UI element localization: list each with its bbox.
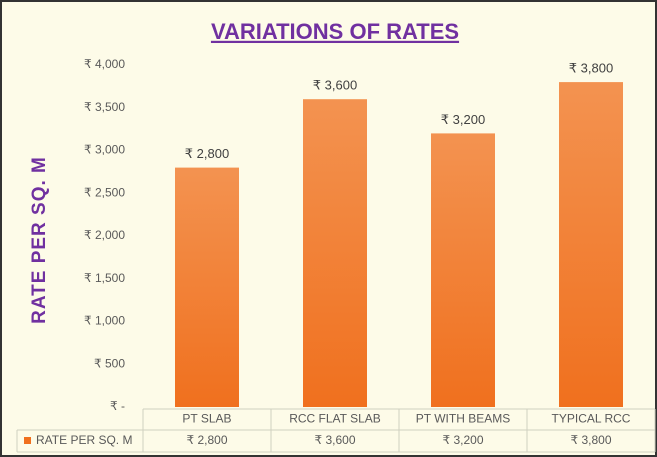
- table-value: ₹ 3,600: [315, 433, 356, 447]
- data-label: ₹ 3,600: [313, 78, 357, 93]
- bar: [431, 133, 495, 407]
- y-tick-label: ₹ 3,000: [84, 143, 125, 157]
- y-tick-label: ₹ 4,000: [84, 57, 125, 71]
- table-value: ₹ 2,800: [187, 433, 228, 447]
- x-tick-label: PT WITH BEAMS: [416, 412, 510, 426]
- y-tick-label: ₹ 500: [94, 356, 125, 370]
- x-tick-label: PT SLAB: [182, 412, 231, 426]
- legend-swatch: [24, 437, 31, 444]
- bar: [175, 167, 239, 407]
- bar: [559, 82, 623, 407]
- y-tick-label: ₹ 2,500: [84, 185, 125, 199]
- data-label: ₹ 2,800: [185, 146, 229, 161]
- data-label: ₹ 3,800: [569, 61, 613, 76]
- chart-title: VARIATIONS OF RATES: [211, 19, 459, 44]
- data-label: ₹ 3,200: [441, 112, 485, 127]
- bar: [303, 99, 367, 407]
- y-tick-label: ₹ 2,000: [84, 228, 125, 242]
- legend-label: RATE PER SQ. M: [36, 433, 132, 447]
- x-tick-label: TYPICAL RCC: [552, 412, 631, 426]
- y-tick-label: ₹ 1,000: [84, 314, 125, 328]
- y-tick-label: ₹ 3,500: [84, 100, 125, 114]
- table-value: ₹ 3,800: [571, 433, 612, 447]
- y-tick-label: ₹ -: [110, 399, 125, 413]
- y-tick-label: ₹ 1,500: [84, 271, 125, 285]
- y-axis-label: RATE PER SQ. M: [29, 156, 50, 324]
- x-tick-label: RCC FLAT SLAB: [289, 412, 381, 426]
- table-value: ₹ 3,200: [443, 433, 484, 447]
